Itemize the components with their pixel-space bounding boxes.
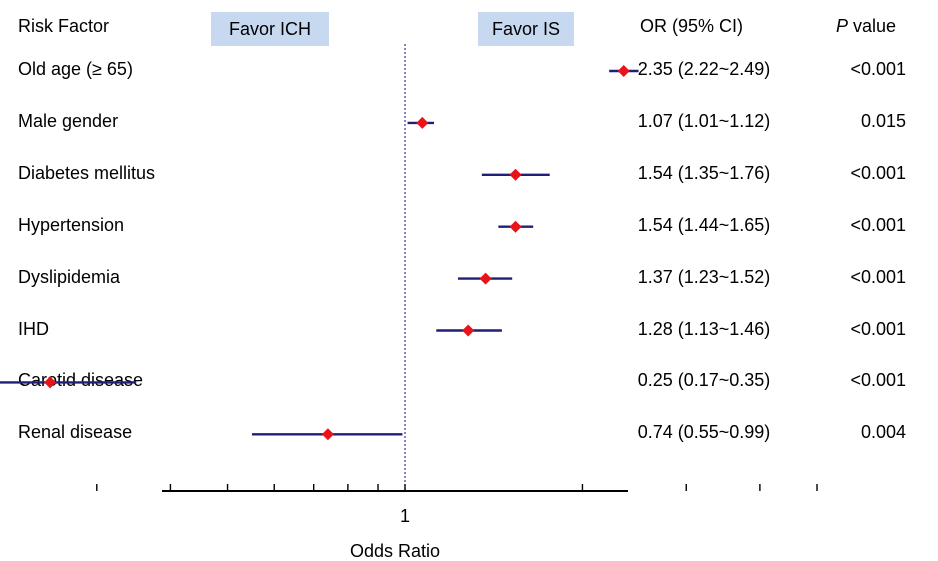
- or-marker: [617, 65, 630, 77]
- header-p-rest: value: [848, 16, 897, 36]
- header-or-ci: OR (95% CI): [640, 16, 744, 36]
- row-or-ci: 1.54 (1.44~1.65): [637, 214, 771, 235]
- row-p-value: <0.001: [850, 214, 906, 235]
- header-risk-factor: Risk Factor: [18, 16, 110, 36]
- or-marker: [321, 428, 334, 441]
- row-p-value: <0.001: [850, 266, 906, 287]
- or-marker: [44, 376, 57, 389]
- row-p-value: 0.004: [860, 422, 906, 443]
- row-label: Hypertension: [18, 214, 125, 235]
- row-p-value: 0.015: [860, 110, 906, 131]
- row-p-value: <0.001: [850, 162, 906, 183]
- or-marker: [509, 220, 522, 233]
- row-or-ci: 1.07 (1.01~1.12): [637, 110, 771, 131]
- x-axis-title: Odds Ratio: [350, 541, 440, 561]
- row-label: Diabetes mellitus: [18, 162, 156, 183]
- row-or-ci: 1.54 (1.35~1.76): [637, 162, 771, 183]
- row-or-ci: 1.37 (1.23~1.52): [637, 266, 771, 287]
- row-label: IHD: [18, 318, 49, 339]
- x-tick-label: 1: [400, 506, 410, 526]
- row-label: Male gender: [18, 110, 119, 131]
- row-p-value: <0.001: [850, 370, 906, 391]
- row-or-ci: 2.35 (2.22~2.49): [637, 59, 771, 79]
- header-p-italic: P: [836, 16, 849, 36]
- row-or-ci: 1.28 (1.13~1.46): [637, 318, 771, 339]
- favor-ich-badge: Favor ICH: [211, 12, 329, 46]
- row-or-ci: 0.25 (0.17~0.35): [637, 370, 771, 391]
- header-p-value: P value: [836, 16, 896, 37]
- or-marker: [509, 168, 522, 181]
- row-label: Renal disease: [18, 422, 133, 443]
- or-marker: [479, 272, 492, 285]
- favor-is-badge: Favor IS: [478, 12, 574, 46]
- or-marker: [416, 116, 429, 129]
- row-p-value: <0.001: [850, 59, 906, 79]
- row-or-ci: 0.74 (0.55~0.99): [637, 422, 771, 443]
- or-marker: [462, 324, 475, 337]
- row-label: Old age (≥ 65): [18, 59, 133, 79]
- row-label: Dyslipidemia: [18, 266, 121, 287]
- row-p-value: <0.001: [850, 318, 906, 339]
